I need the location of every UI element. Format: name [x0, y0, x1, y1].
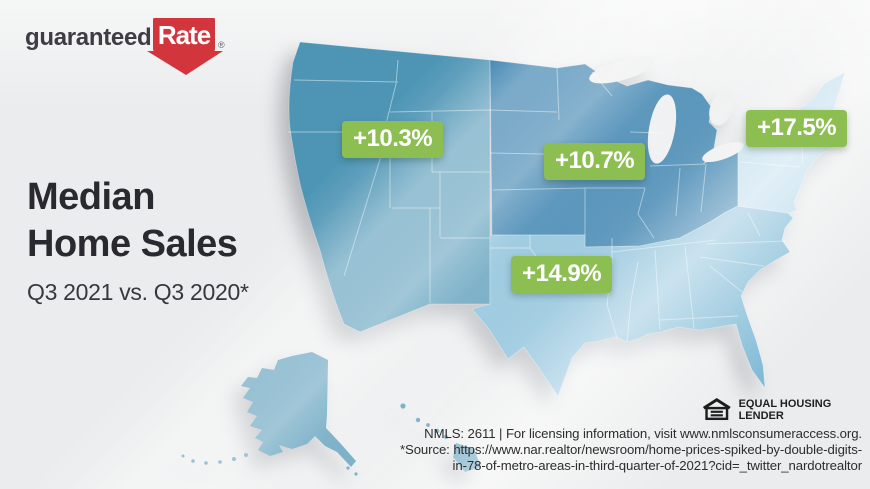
rate-badge-text: Rate — [158, 20, 211, 50]
rate-badge-arrow-down-icon — [147, 51, 223, 75]
pct-label-midwest: +10.7% — [544, 143, 646, 180]
alaska — [241, 352, 356, 467]
disclaimer-block: NMLS: 2611 | For licensing information, … — [400, 426, 862, 473]
equal-housing-lender-logo: EQUAL HOUSING LENDER — [700, 396, 870, 423]
registered-trademark-mark: ® — [218, 40, 225, 50]
pct-label-northeast: +17.5% — [746, 110, 848, 147]
brand-rate-badge: Rate — [147, 18, 223, 75]
pct-label-south: +14.9% — [511, 256, 613, 293]
disclaimer-line-source-1: *Source: https://www.nar.realtor/newsroo… — [399, 441, 862, 457]
headline-line2: Home Sales — [27, 223, 238, 265]
aleutian-islands — [181, 453, 358, 476]
disclaimer-line-source-2: in-78-of-metro-areas-in-third-quarter-of… — [452, 457, 863, 473]
equal-housing-house-icon — [702, 397, 731, 421]
disclaimer-line-nmls: NMLS: 2611 | For licensing information, … — [424, 426, 862, 441]
headline-line1: Median — [27, 176, 155, 218]
headline-block: Median Home Sales Q3 2021 vs. Q3 2020* — [27, 174, 249, 306]
headline-subtitle: Q3 2021 vs. Q3 2020* — [27, 279, 249, 305]
equal-housing-lender-label: EQUAL HOUSING LENDER — [738, 397, 832, 422]
pct-label-west: +10.3% — [342, 121, 444, 158]
brand-logo: guaranteed Rate ® — [24, 17, 234, 79]
brand-name-text: guaranteed — [25, 24, 152, 51]
